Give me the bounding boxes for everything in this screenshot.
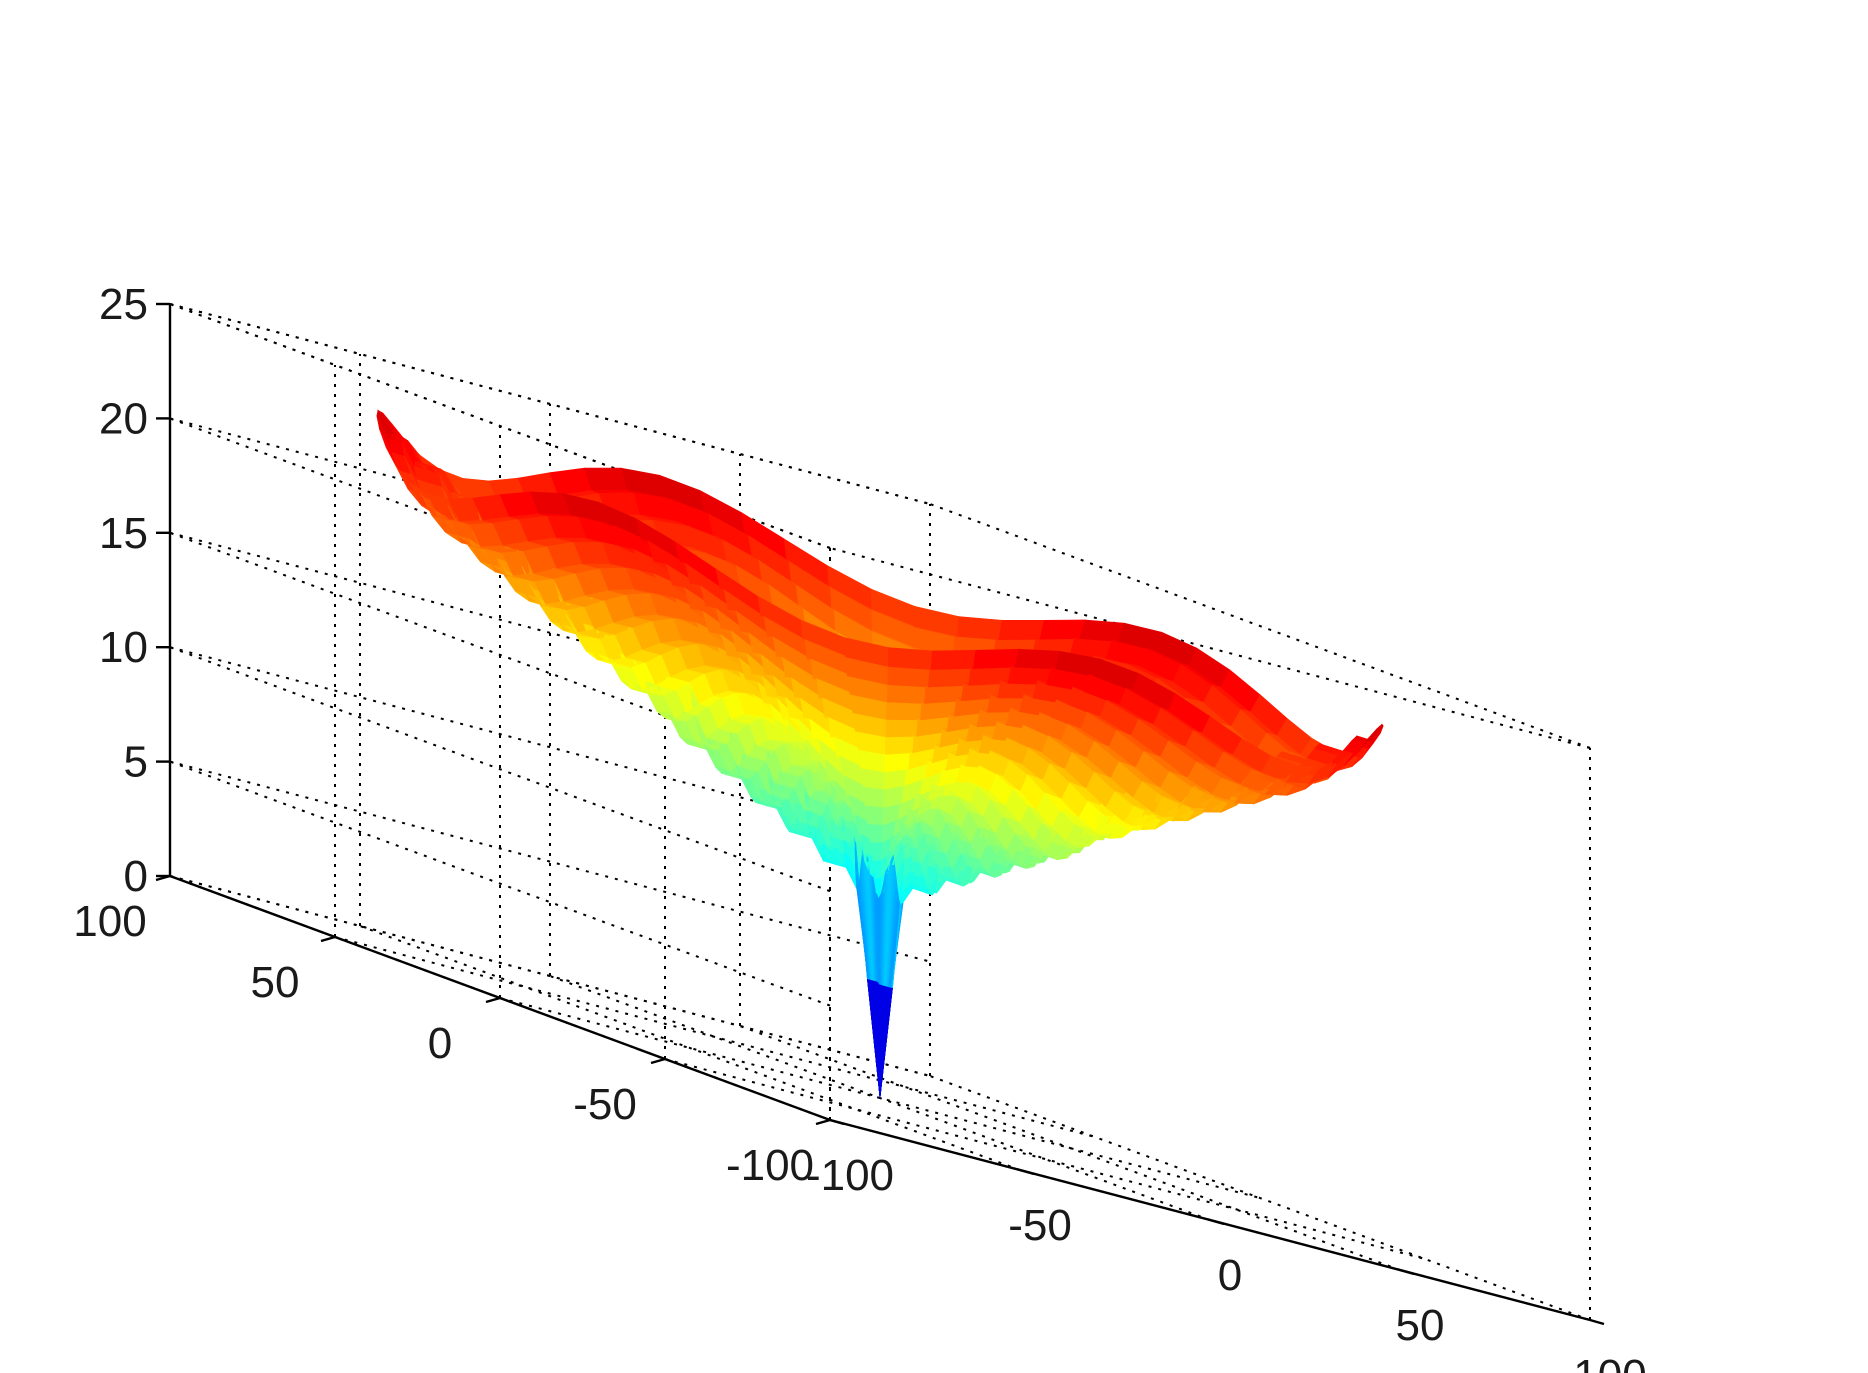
y-tick-label: 50 xyxy=(251,958,300,1007)
wall-grid-z xyxy=(169,875,931,1077)
x-tick-mark xyxy=(1399,1268,1415,1276)
z-tick-label: 5 xyxy=(124,738,148,787)
x-tick-mark xyxy=(1589,1318,1605,1326)
y-tick-mark xyxy=(650,1057,666,1065)
x-tick-label: 100 xyxy=(1573,1351,1646,1373)
surface-patch xyxy=(956,616,1003,640)
surface-patch xyxy=(871,840,883,861)
floor-grid-y xyxy=(664,1058,1426,1260)
y-tick-mark xyxy=(320,935,336,943)
y-tick-mark xyxy=(815,1118,831,1126)
surface-patch xyxy=(1039,619,1086,640)
x-tick-label: 0 xyxy=(1218,1251,1242,1300)
y-tick-label: 100 xyxy=(73,897,146,946)
z-tick-label: 10 xyxy=(99,623,148,672)
z-tick-label: 25 xyxy=(99,280,148,329)
axes xyxy=(155,302,1605,1326)
surface-patch xyxy=(885,717,919,738)
box-edge xyxy=(169,303,931,505)
surface-patch xyxy=(1079,619,1125,642)
floor-grid-x xyxy=(739,1025,1401,1271)
surface-patch xyxy=(863,785,885,808)
surface-patch xyxy=(1014,648,1061,670)
z-tick-label: 20 xyxy=(99,394,148,443)
z-tick-label: 15 xyxy=(99,509,148,558)
z-tick-label: 0 xyxy=(124,852,148,901)
y-tick-label: -50 xyxy=(573,1080,637,1129)
wall-grid-z xyxy=(169,646,931,849)
surface-patch xyxy=(888,647,933,670)
box-edge xyxy=(169,303,831,549)
surface-patch xyxy=(874,857,882,880)
floor-grid-x xyxy=(359,925,1021,1171)
floor-grid-x xyxy=(929,1075,1591,1321)
y-tick-label: -100 xyxy=(726,1141,814,1190)
surface-patch xyxy=(886,700,923,721)
surface-patch xyxy=(998,619,1045,640)
x-tick-label: -100 xyxy=(806,1151,894,1200)
x-tick-label: 50 xyxy=(1396,1301,1445,1350)
surface-patch xyxy=(869,822,883,843)
x-tick-mark xyxy=(829,1118,845,1126)
surface-patch xyxy=(866,804,884,826)
wall-grid-z xyxy=(169,760,831,1007)
surface xyxy=(376,409,1384,1099)
wall-grid-z xyxy=(169,531,931,734)
wall-grid-z xyxy=(169,531,831,778)
x-tick-mark xyxy=(1209,1218,1225,1226)
surface-patch xyxy=(1369,723,1384,743)
wall-grid-z xyxy=(169,646,831,893)
wall-grid-z xyxy=(169,760,931,963)
floor-grid-y xyxy=(334,936,1096,1138)
surface-patch xyxy=(930,649,977,670)
x-tick-mark xyxy=(1019,1168,1035,1176)
surface-patch xyxy=(583,467,628,491)
surface-patch xyxy=(885,733,915,755)
box-edge xyxy=(929,503,1591,749)
x-tick-label: -50 xyxy=(1008,1201,1072,1250)
y-tick-mark xyxy=(485,996,501,1004)
y-tick-label: 0 xyxy=(428,1019,452,1068)
box-edge xyxy=(829,547,1591,749)
